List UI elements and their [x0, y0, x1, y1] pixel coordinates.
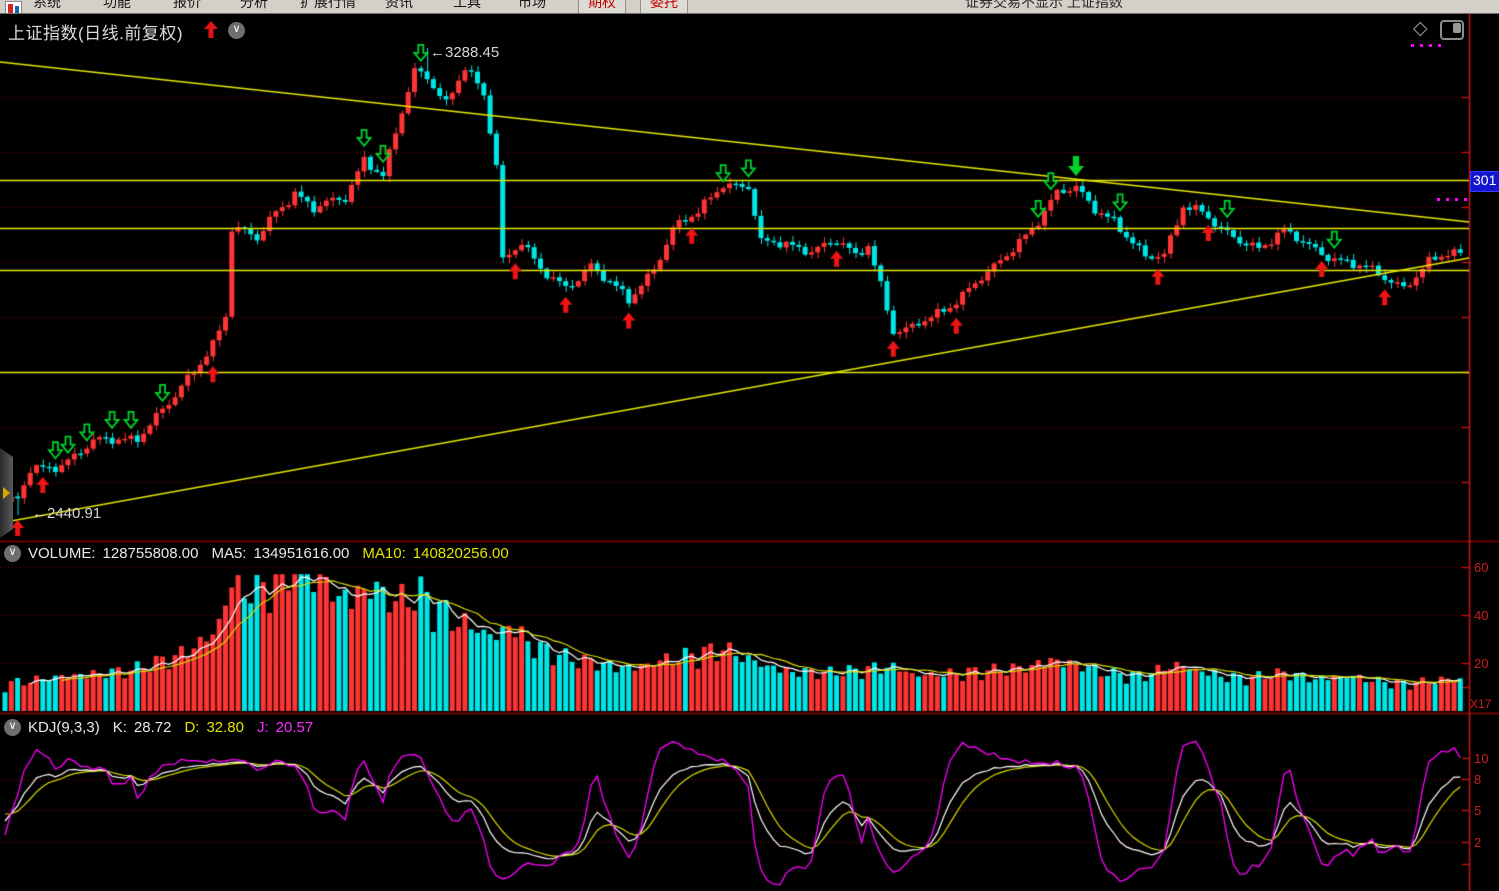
menu-item-quotes[interactable]: 报价 [173, 0, 201, 10]
low-price-annotation: ←2440.91 [32, 505, 102, 522]
chart-title: 上证指数(日线.前复权) [8, 24, 184, 43]
kdj-k-value: 28.72 [133, 719, 172, 736]
kdj-axis-label-50: 5 [1474, 803, 1482, 818]
kdj-axis-label-100: 10 [1474, 751, 1489, 766]
high-price-annotation: ←3288.45 [430, 44, 500, 61]
menu-item-extended-quotes[interactable]: 扩展行情 [300, 0, 356, 10]
kdj-k-label: K: [112, 719, 127, 736]
menu-item-analysis[interactable]: 分析 [240, 0, 268, 10]
kdj-j-value: 20.57 [275, 719, 314, 736]
ellipsis-dots-toolbar [1411, 44, 1441, 47]
menu-bar: 系统 功能 报价 分析 扩展行情 资讯 工具 市场 期权 委托 证券交易不显示 … [0, 0, 1499, 14]
volume-ma10-value: 140820256.00 [412, 545, 509, 562]
volume-ma10-label: MA10: [362, 545, 406, 562]
kdj-j-label: J: [256, 719, 269, 736]
line-price-tag: 301 [1470, 171, 1499, 192]
menu-item-trade[interactable]: 委托 [640, 0, 688, 13]
volume-ma5-value: 134951616.00 [253, 545, 350, 562]
menu-item-news[interactable]: 资讯 [385, 0, 413, 10]
collapse-kdj-pane-icon[interactable]: ∨ [4, 719, 21, 736]
volume-ma5-label: MA5: [211, 545, 247, 562]
collapse-volume-pane-icon[interactable]: ∨ [4, 545, 21, 562]
volume-label: VOLUME: [28, 545, 96, 562]
diamond-tool-icon[interactable]: ◇ [1413, 18, 1428, 39]
menu-right-title: 证券交易不显示 上证指数 [965, 0, 1123, 10]
volume-value: 128755808.00 [102, 545, 199, 562]
trend-up-icon [204, 21, 218, 38]
menu-item-function[interactable]: 功能 [103, 0, 131, 10]
menu-item-system[interactable]: 系统 [33, 0, 61, 10]
menu-item-tools[interactable]: 工具 [453, 0, 481, 10]
left-panel-expand-handle[interactable] [0, 448, 13, 538]
menu-item-options[interactable]: 期权 [578, 0, 626, 13]
volume-axis-label-40: 40 [1474, 608, 1489, 623]
chart-title-bar: 上证指数(日线.前复权) ∨ ◇ [0, 13, 1499, 44]
volume-axis-label-20: 20 [1474, 656, 1489, 671]
kdj-indicator-header: ∨ KDJ(9,3,3) K: 28.72 D: 32.80 J: 20.57 [4, 719, 313, 736]
kdj-d-value: 32.80 [206, 719, 244, 736]
collapse-main-pane-icon[interactable]: ∨ [228, 22, 245, 39]
ellipsis-dots-line-handle [1437, 198, 1467, 201]
kdj-d-label: D: [184, 719, 200, 736]
kdj-axis-label-80: 8 [1474, 772, 1482, 787]
volume-axis-unit-label: X17 [1470, 697, 1492, 711]
menu-item-market[interactable]: 市场 [518, 0, 546, 10]
panel-toggle-icon[interactable] [1440, 20, 1464, 40]
kdj-axis-label-20: 2 [1474, 835, 1482, 850]
app-icon [5, 1, 22, 13]
volume-axis-label-60: 60 [1474, 560, 1489, 575]
volume-indicator-header: ∨ VOLUME: 128755808.00 MA5: 134951616.00… [4, 545, 509, 562]
kdj-label: KDJ(9,3,3) [28, 719, 100, 736]
expand-right-icon [3, 487, 10, 499]
